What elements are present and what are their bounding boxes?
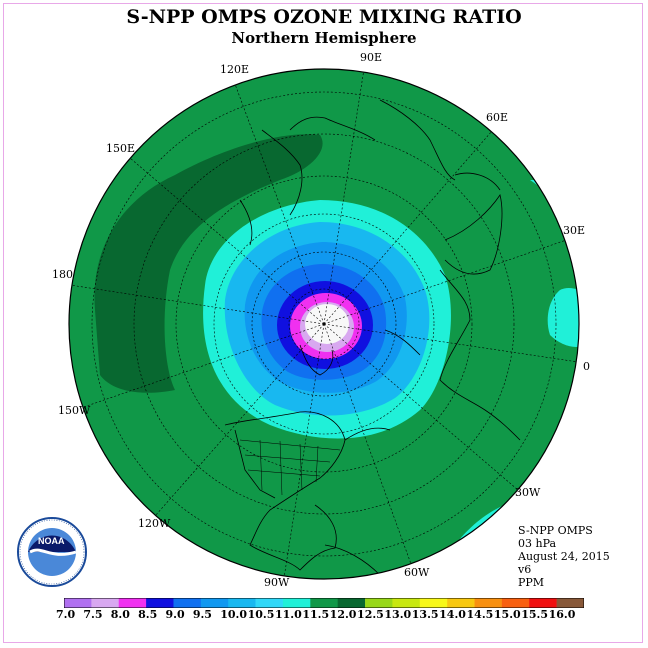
state-borders xyxy=(239,439,341,496)
colorbar-tick-label: 12.0 xyxy=(329,608,357,621)
colorbar-swatch xyxy=(529,598,557,608)
info-instrument: S-NPP OMPS xyxy=(518,524,593,537)
colorbar-swatch xyxy=(255,598,284,608)
lon-label-90e: 90E xyxy=(360,51,383,64)
lon-label-120w: 120W xyxy=(138,517,171,530)
globe-outline xyxy=(68,68,580,580)
colorbar-tick-label: 15.0 xyxy=(493,608,521,621)
colorbar-tick-label: 7.0 xyxy=(56,608,76,621)
polar-no-data xyxy=(305,304,349,344)
lon-label-60w: 60W xyxy=(404,566,430,579)
info-level: 03 hPa xyxy=(518,537,557,550)
info-version: v6 xyxy=(518,563,532,576)
info-units: PPM xyxy=(518,576,545,589)
colorbar-tick-label: 12.5 xyxy=(357,608,384,621)
info-date: August 24, 2015 xyxy=(518,550,610,563)
colorbar-swatch xyxy=(118,598,147,608)
colorbar-tick-label: 8.0 xyxy=(110,608,130,621)
colorbar-tick-label: 7.5 xyxy=(83,608,103,621)
map-title: S-NPP OMPS OZONE MIXING RATIO xyxy=(126,6,522,28)
lon-label-180: 180 xyxy=(52,268,73,281)
colorbar-swatch xyxy=(392,598,421,608)
ozone-field xyxy=(69,69,579,579)
colorbar-tick-label: 14.0 xyxy=(439,608,466,621)
colorbar-swatch xyxy=(337,598,366,608)
meridians xyxy=(69,69,579,579)
cyan-patch-edge xyxy=(547,288,579,347)
colorbar-swatch xyxy=(282,598,311,608)
colorbar-tick-label: 15.5 xyxy=(521,608,549,621)
lon-label-120e: 120E xyxy=(220,63,250,76)
colorbar-tick-label: 9.0 xyxy=(165,608,185,621)
colorbar-tick-label: 13.0 xyxy=(384,608,412,621)
colorbar-swatch xyxy=(556,598,584,608)
colorbar-tick-label: 14.5 xyxy=(466,608,494,621)
coastlines xyxy=(224,99,521,576)
dark-green-band-west xyxy=(94,134,323,393)
colorbar-swatch xyxy=(146,598,174,608)
figure-frame xyxy=(3,3,643,643)
map-subtitle: Northern Hemisphere xyxy=(231,29,417,47)
colorbar-swatch xyxy=(200,598,229,608)
lon-label-30w: 30W xyxy=(515,486,541,499)
colorbar xyxy=(64,598,584,608)
colorbar-swatch xyxy=(447,598,475,608)
colorbar-tick-label: 13.5 xyxy=(411,608,439,621)
colorbar-tick-label: 11.0 xyxy=(274,608,302,621)
latitude-circles xyxy=(91,91,557,557)
info-block: S-NPP OMPS 03 hPa August 24, 2015 v6 PPM xyxy=(518,524,610,589)
lon-label-60e: 60E xyxy=(486,111,509,124)
colorbar-swatch xyxy=(64,598,92,608)
colorbar-tick-label: 16.0 xyxy=(548,608,576,621)
lon-label-30e: 30E xyxy=(563,224,586,237)
colorbar-swatch xyxy=(310,598,338,608)
colorbar-swatch xyxy=(173,598,202,608)
colorbar-swatch xyxy=(228,598,256,608)
lon-label-90w: 90W xyxy=(264,576,290,589)
colorbar-swatch xyxy=(474,598,503,608)
colorbar-tick-label: 9.5 xyxy=(192,608,212,621)
lon-label-0: 0 xyxy=(583,360,590,373)
lon-label-150e: 150E xyxy=(106,142,136,155)
colorbar-swatch xyxy=(91,598,120,608)
colorbar-tick-label: 11.5 xyxy=(302,608,330,621)
colorbar-tick-label: 8.5 xyxy=(138,608,158,621)
colorbar-tick-label: 10.0 xyxy=(220,608,247,621)
colorbar-swatch xyxy=(365,598,393,608)
lon-label-150w: 150W xyxy=(58,404,91,417)
noaa-logo-text: NOAA xyxy=(38,536,65,546)
colorbar-swatch xyxy=(419,598,448,608)
colorbar-tick-label: 10.5 xyxy=(247,608,275,621)
colorbar-swatch xyxy=(501,598,530,608)
